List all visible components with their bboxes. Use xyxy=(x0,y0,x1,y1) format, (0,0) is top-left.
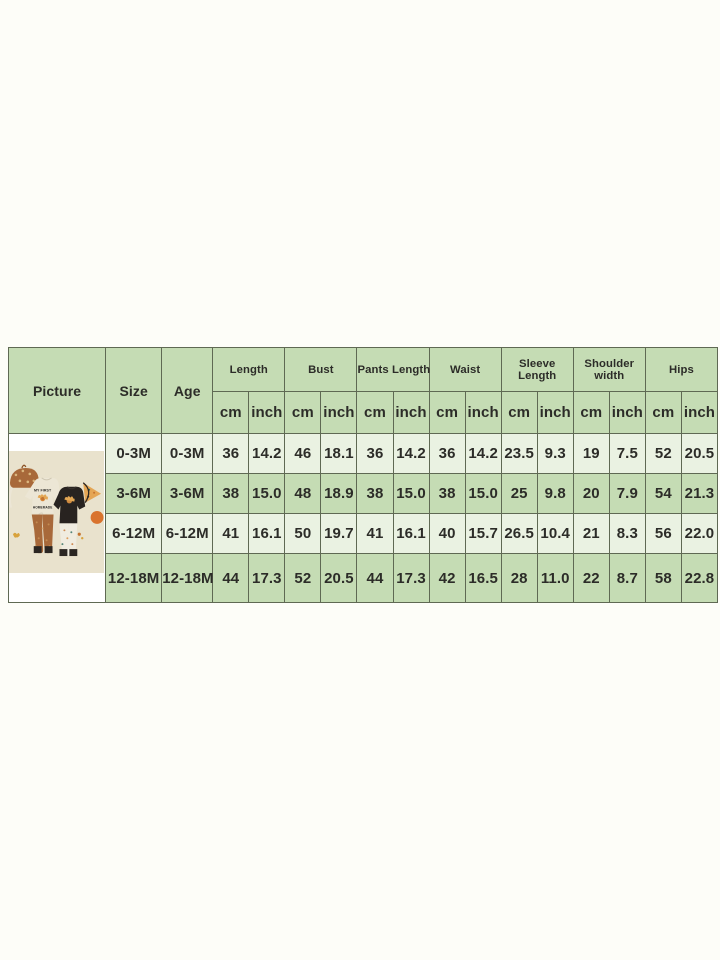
svg-text:MY FIRST: MY FIRST xyxy=(34,489,52,493)
svg-text:HOMEMADE: HOMEMADE xyxy=(33,506,53,510)
